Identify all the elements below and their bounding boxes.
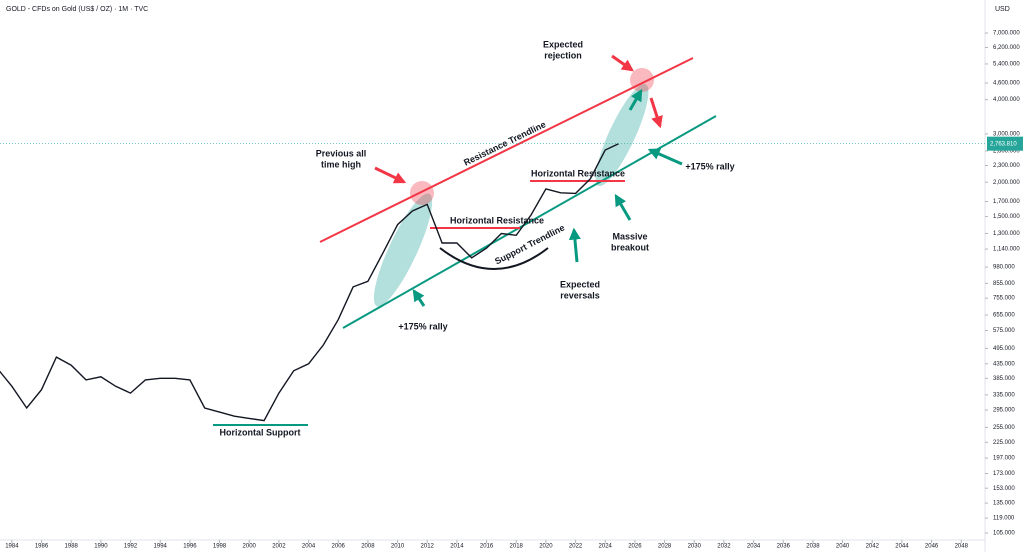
y-tick-label: 1,140.000: [993, 247, 1020, 253]
y-tick-label: 295.000: [993, 408, 1015, 414]
arrow: [611, 54, 634, 72]
y-tick-label: 385.000: [993, 376, 1015, 382]
y-tick-label: 3,000.000: [993, 131, 1020, 137]
top-marker: [410, 181, 434, 205]
rally-highlight: [595, 83, 649, 187]
x-tick-label: 2022: [569, 544, 583, 550]
x-tick-label: 2034: [747, 544, 761, 550]
y-tick-label: 105.000: [993, 531, 1015, 537]
x-tick-label: 2002: [272, 544, 286, 550]
annotation: +175% rally: [398, 321, 447, 331]
price-line: [0, 143, 619, 422]
arrow: [412, 289, 426, 307]
x-tick-label: 2030: [688, 544, 702, 550]
y-tick-label: 655.000: [993, 313, 1015, 319]
last-price-box: [987, 136, 1023, 151]
y-tick-label: 4,000.000: [993, 97, 1020, 103]
annotation: Expected: [543, 39, 583, 49]
x-tick-label: 1986: [35, 544, 49, 550]
y-tick-label: 5,400.000: [993, 62, 1020, 68]
y-tick-label: 197.000: [993, 456, 1015, 462]
currency: USD: [995, 6, 1010, 13]
x-tick-label: 1992: [124, 544, 138, 550]
x-tick-label: 1998: [213, 544, 227, 550]
x-tick-label: 2000: [243, 544, 257, 550]
arrow: [614, 193, 632, 221]
annotation: Horizontal Resistance: [531, 168, 625, 178]
y-tick-label: 6,200.000: [993, 45, 1020, 51]
annotation: Horizontal Resistance: [450, 215, 544, 225]
x-tick-label: 2018: [510, 544, 524, 550]
annotation: Horizontal Support: [220, 427, 301, 437]
y-tick-label: 2,000.000: [993, 180, 1020, 186]
x-tick-label: 2012: [421, 544, 435, 550]
x-tick-label: 2020: [539, 544, 553, 550]
x-tick-label: 2040: [836, 544, 850, 550]
annotation: reversals: [560, 290, 600, 300]
x-tick-label: 2006: [332, 544, 346, 550]
y-tick-label: 980.000: [993, 265, 1015, 271]
base-curve: [439, 247, 549, 270]
resistance-trendline: [319, 57, 694, 243]
y-tick-label: 7,000.000: [993, 31, 1020, 37]
arrow: [628, 88, 643, 111]
rally-highlight: [373, 193, 433, 307]
y-tick-label: 855.000: [993, 281, 1015, 287]
arrow: [374, 166, 407, 184]
y-tick-label: 2,600.000: [993, 149, 1020, 155]
y-tick-label: 1,500.000: [993, 214, 1020, 220]
x-tick-label: 2004: [302, 544, 316, 550]
x-tick-label: 2048: [955, 544, 969, 550]
x-tick-label: 2038: [806, 544, 820, 550]
y-tick-label: 135.000: [993, 501, 1015, 507]
x-tick-label: 2016: [480, 544, 494, 550]
arrow: [649, 97, 663, 129]
x-tick-label: 1988: [65, 544, 79, 550]
arrow: [647, 148, 683, 166]
y-tick-label: 173.000: [993, 471, 1015, 477]
x-tick-label: 2032: [717, 544, 731, 550]
annotation: rejection: [544, 50, 582, 60]
x-tick-label: 1984: [5, 544, 19, 550]
annotation: Massive: [612, 231, 647, 241]
x-tick-label: 1996: [183, 544, 197, 550]
x-tick-label: 2036: [777, 544, 791, 550]
y-tick-label: 225.000: [993, 440, 1015, 446]
x-tick-label: 2028: [658, 544, 672, 550]
chart-title: GOLD - CFDs on Gold (US$ / OZ) · 1M · TV…: [6, 6, 148, 13]
annotation: breakout: [611, 242, 649, 252]
y-tick-label: 495.000: [993, 346, 1015, 352]
x-tick-label: 2046: [925, 544, 939, 550]
x-tick-label: 1994: [154, 544, 168, 550]
x-tick-label: 2010: [391, 544, 405, 550]
x-tick-label: 2014: [450, 544, 464, 550]
y-tick-label: 335.000: [993, 392, 1015, 398]
y-tick-label: 119.000: [993, 516, 1015, 522]
y-tick-label: 255.000: [993, 425, 1015, 431]
y-tick-label: 755.000: [993, 296, 1015, 302]
annotation: +175% rally: [685, 161, 734, 171]
y-tick-label: 435.000: [993, 361, 1015, 367]
y-tick-label: 153.000: [993, 486, 1015, 492]
y-tick-label: 4,600.000: [993, 81, 1020, 87]
y-tick-label: 575.000: [993, 328, 1015, 334]
y-tick-label: 2,300.000: [993, 163, 1020, 169]
x-tick-label: 1990: [94, 544, 108, 550]
annotation: time high: [321, 159, 361, 169]
annotation: Previous all: [316, 148, 367, 158]
last-price-label: 2,763.810: [990, 141, 1017, 147]
x-tick-label: 2024: [599, 544, 613, 550]
x-tick-label: 2008: [361, 544, 375, 550]
top-marker: [630, 68, 654, 92]
x-tick-label: 2042: [866, 544, 880, 550]
y-tick-label: 1,700.000: [993, 199, 1020, 205]
x-tick-label: 2044: [895, 544, 909, 550]
y-tick-label: 1,300.000: [993, 231, 1020, 237]
arrow: [568, 227, 581, 263]
x-tick-label: 2026: [628, 544, 642, 550]
annotation: Expected: [560, 279, 600, 289]
